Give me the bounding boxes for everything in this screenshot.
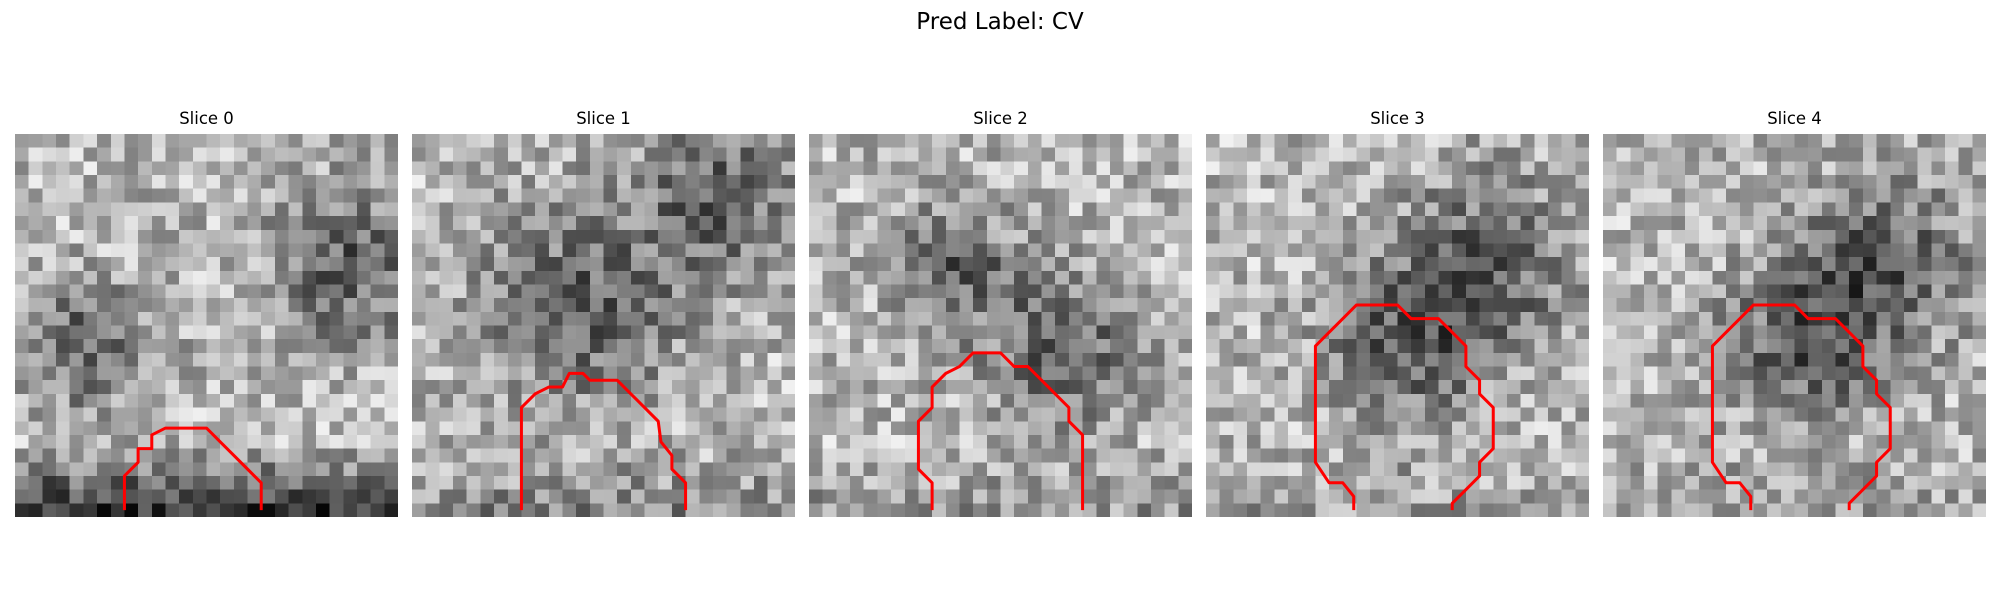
figure-title: Pred Label: CV [0,6,2000,38]
slice-image [809,134,1192,517]
slice-image [15,134,398,517]
grayscale-pixels [412,134,795,517]
grayscale-pixels [15,134,398,517]
slice-title: Slice 4 [1603,108,1986,130]
slice-title: Slice 3 [1206,108,1589,130]
slice-title: Slice 0 [15,108,398,130]
grayscale-pixels [809,134,1192,517]
slice-image [1603,134,1986,517]
slice-image [1206,134,1589,517]
grayscale-pixels [1603,134,1986,517]
slice-image [412,134,795,517]
slice-title: Slice 1 [412,108,795,130]
grayscale-pixels [1206,134,1589,517]
slice-title: Slice 2 [809,108,1192,130]
